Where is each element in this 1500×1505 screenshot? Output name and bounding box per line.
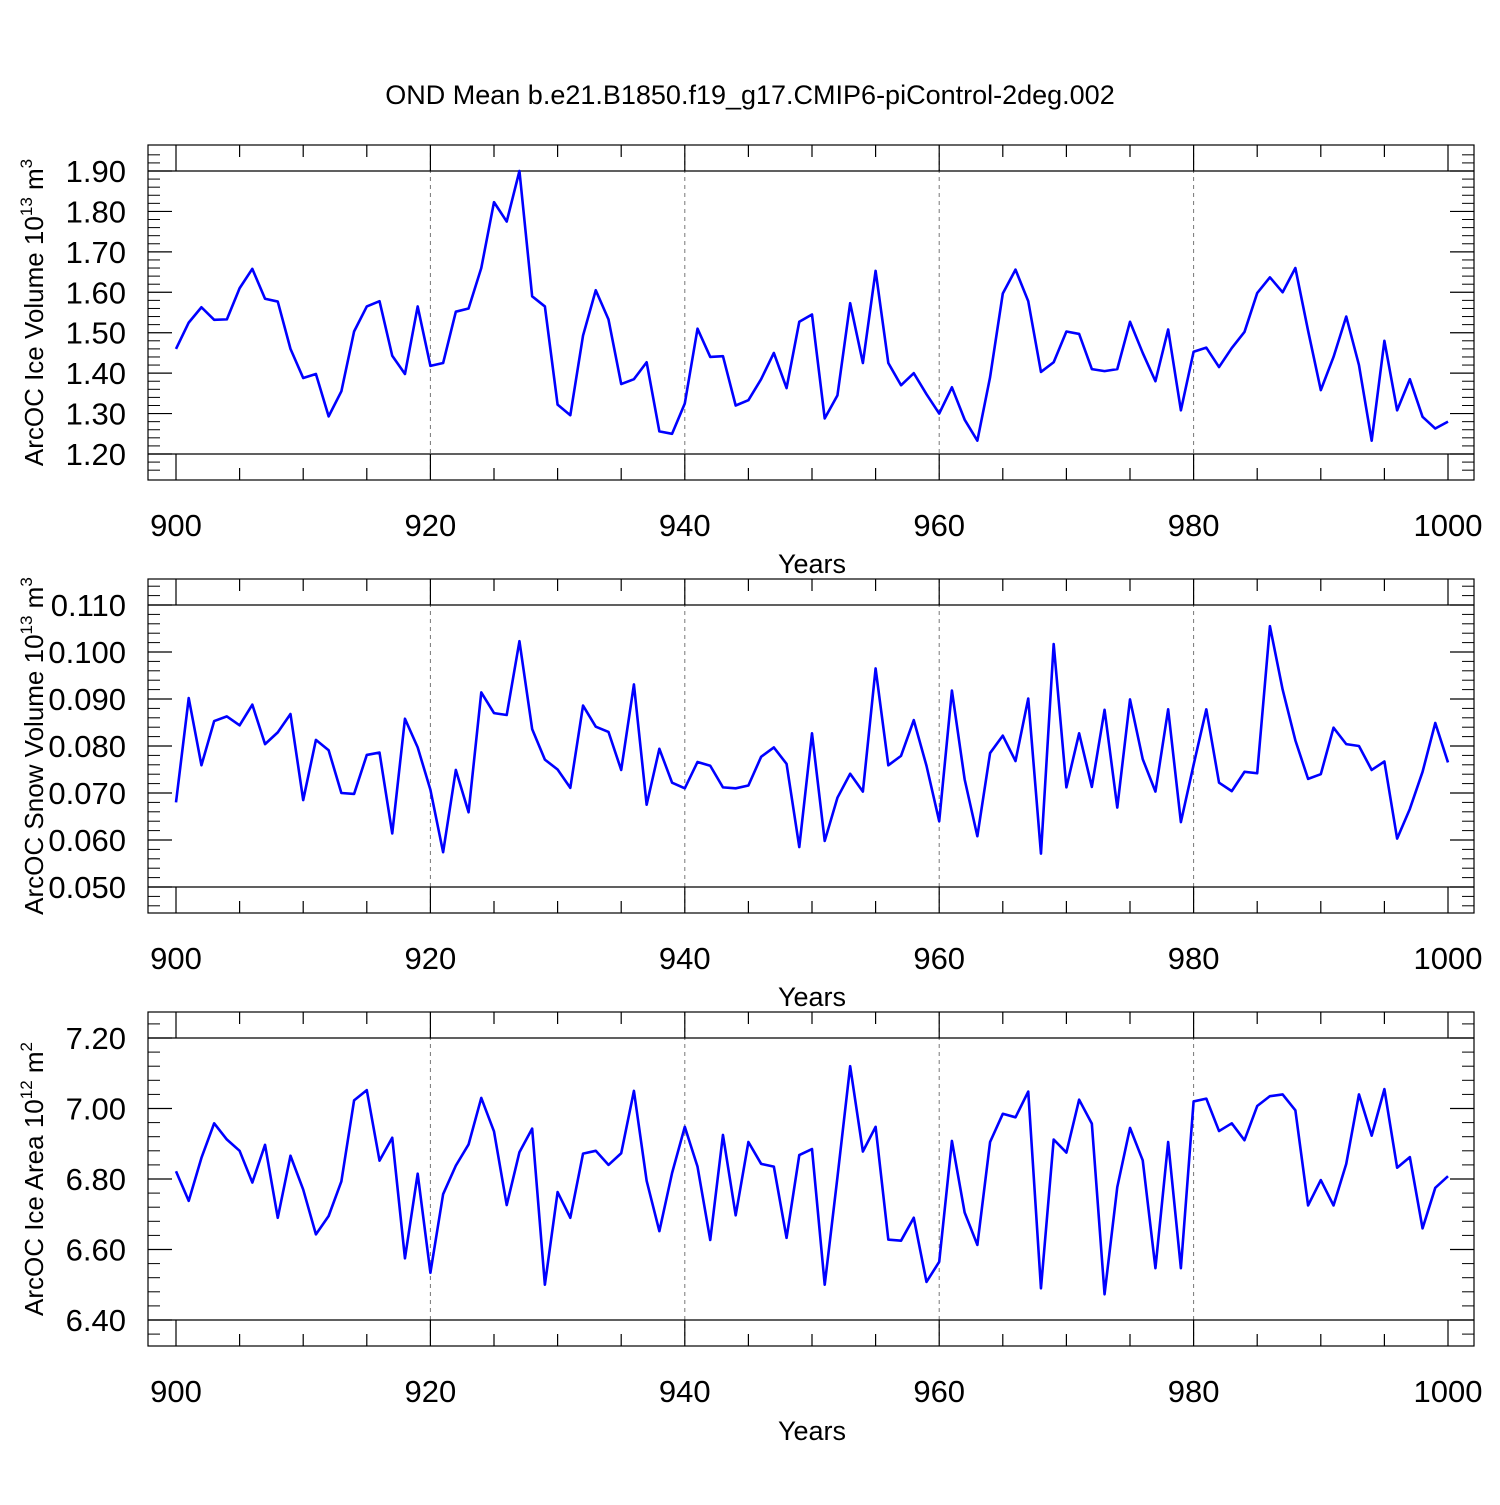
y-tick-label: 0.110 [51, 588, 126, 623]
x-tick-label: 960 [913, 1374, 965, 1409]
y-tick-label: 1.60 [66, 275, 126, 310]
x-tick-label: 1000 [1414, 1374, 1483, 1409]
y-tick-label: 7.00 [66, 1092, 126, 1127]
x-tick-label: 980 [1168, 1374, 1220, 1409]
y-tick-label: 0.080 [48, 729, 126, 764]
x-tick-label: 940 [659, 941, 711, 976]
y-axis-label: ArcOC Ice Area 1012 m2 [17, 1042, 49, 1316]
panel-3: 6.40 6.60 6.80 7.00 7.20 900 920 940 960 980 1000 Y… [17, 1011, 1483, 1446]
y-tick-label: 0.100 [48, 635, 126, 670]
x-tick-label: 940 [659, 508, 711, 543]
x-tick-label: 900 [150, 508, 202, 543]
y-tick-label: 1.50 [66, 316, 126, 351]
x-tick-label: 1000 [1414, 508, 1483, 543]
y-tick-label: 0.060 [48, 823, 126, 858]
x-axis-label: Years [778, 1416, 846, 1446]
y-axis-label: ArcOC Snow Volume 1013 m3 [17, 577, 49, 915]
panel-1: 1.20 1.30 1.40 1.50 1.60 1.70 1.80 1.90 900 920 94… [17, 144, 1483, 579]
plot-frame [147, 1011, 1475, 1347]
y-tick-label: 1.30 [66, 397, 126, 432]
y-tick-label: 1.40 [66, 356, 126, 391]
series-line [174, 169, 1449, 442]
x-tick-label: 900 [150, 941, 202, 976]
x-tick-label: 980 [1168, 508, 1220, 543]
series-line [174, 1064, 1449, 1296]
y-tick-label: 6.60 [66, 1233, 126, 1268]
y-tick-label: 0.050 [48, 870, 126, 905]
x-tick-label: 980 [1168, 941, 1220, 976]
y-tick-label: 6.40 [66, 1303, 126, 1338]
y-tick-label: 6.80 [66, 1162, 126, 1197]
y-tick-label: 1.90 [66, 154, 126, 189]
x-tick-label: 960 [913, 508, 965, 543]
y-tick-label: 7.20 [66, 1021, 126, 1056]
y-tick-label: 1.70 [66, 235, 126, 270]
x-tick-label: 900 [150, 1374, 202, 1409]
x-tick-label: 960 [913, 941, 965, 976]
x-tick-label: 920 [405, 508, 457, 543]
y-tick-label: 0.090 [48, 682, 126, 717]
panels: 1.20 1.30 1.40 1.50 1.60 1.70 1.80 1.90 900 920 94… [17, 144, 1483, 1446]
x-tick-label: 920 [405, 1374, 457, 1409]
x-axis-label: Years [778, 982, 846, 1012]
y-axis-label: ArcOC Ice Volume 1013 m3 [17, 159, 49, 466]
panel-2: 0.050 0.060 0.070 0.080 0.090 0.100 0.110 900 92… [17, 577, 1482, 1012]
plot-frame [147, 144, 1475, 481]
x-axis-label: Years [778, 549, 846, 579]
y-tick-label: 1.80 [66, 194, 126, 229]
series-line [174, 624, 1450, 855]
y-tick-label: 1.20 [66, 437, 126, 472]
chart-title: OND Mean b.e21.B1850.f19_g17.CMIP6-piCon… [385, 80, 1114, 110]
x-tick-label: 1000 [1414, 941, 1483, 976]
x-tick-label: 940 [659, 1374, 711, 1409]
x-tick-label: 920 [405, 941, 457, 976]
y-tick-label: 0.070 [48, 776, 126, 811]
